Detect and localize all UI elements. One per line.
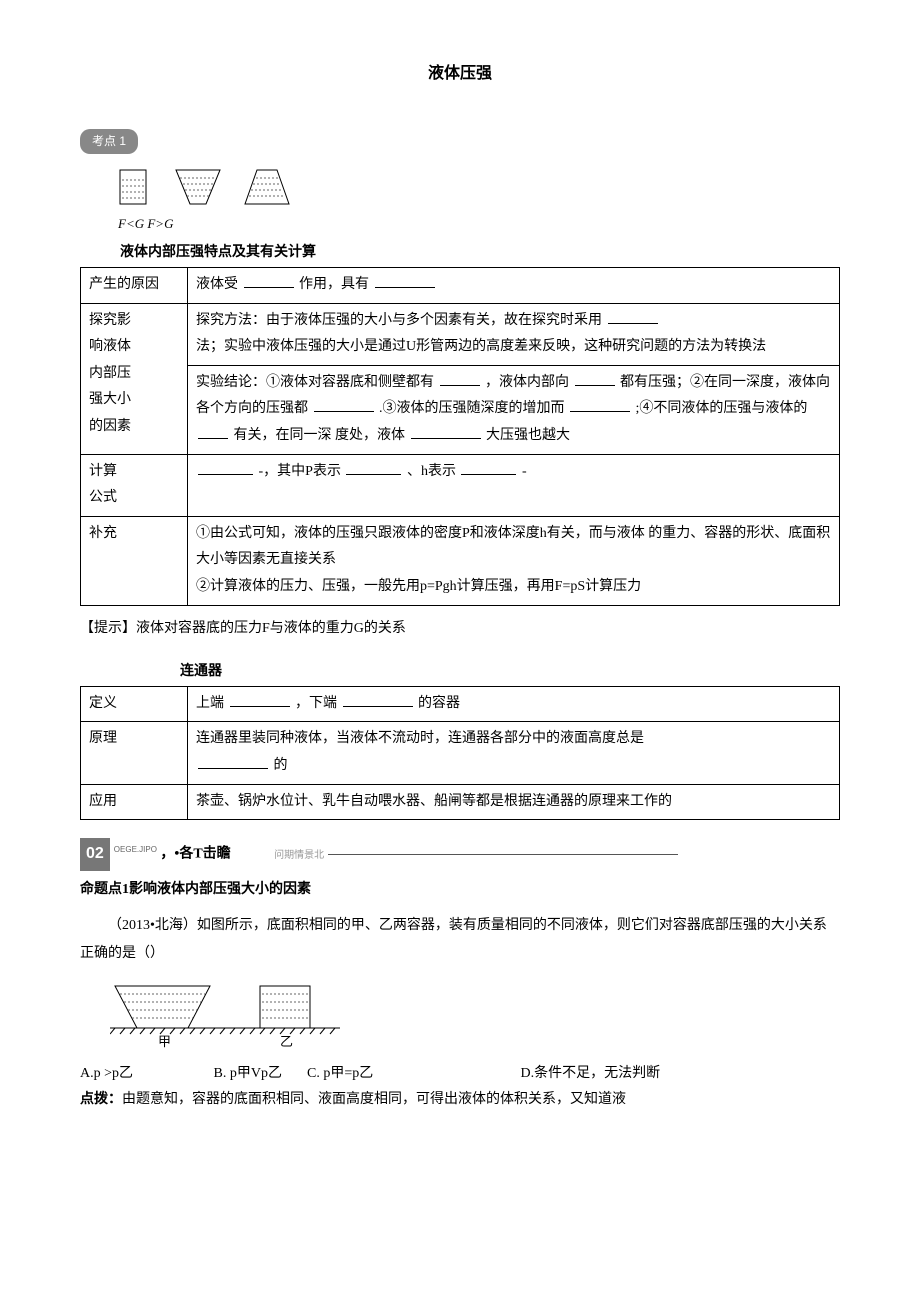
text: 的 bbox=[274, 758, 288, 773]
choices: A.p >p乙 B. p甲Vp乙 C. p甲=p乙 D.条件不足，无法判断 bbox=[80, 1061, 840, 1086]
text: 上端 bbox=[196, 696, 224, 711]
example-diagrams: 甲 乙 bbox=[110, 978, 840, 1057]
blank bbox=[198, 424, 228, 439]
table-connected-vessels: 定义 上端 ，下端 的容器 原理 连通器里装同种液体，当液体不流动时，连通器各部… bbox=[80, 686, 840, 820]
blank bbox=[198, 460, 253, 475]
explain-label: 点拨： bbox=[80, 1092, 122, 1107]
label-jia: 甲 bbox=[158, 1034, 171, 1048]
line-icon bbox=[328, 854, 678, 855]
cup-diagrams bbox=[110, 164, 840, 208]
blank bbox=[343, 692, 413, 707]
text: 公式 bbox=[89, 490, 117, 505]
cell-content: 液体受 作用，具有 bbox=[188, 267, 840, 303]
hint: 【提示】液体对容器底的压力F与液体的重力G的关系 bbox=[80, 616, 840, 641]
cell-content: 连通器里装同种液体，当液体不流动时，连通器各部分中的液面高度总是 的 bbox=[188, 722, 840, 784]
choice-d: D.条件不足，无法判断 bbox=[521, 1061, 741, 1086]
text: 实验结论：①液体对容器底和侧壁都有 bbox=[196, 375, 434, 390]
cell-content: 探究方法：由于液体压强的大小与多个因素有关，故在探究时釆用 法；实验中液体压强的… bbox=[188, 303, 840, 365]
cell-label: 应用 bbox=[81, 784, 188, 820]
table-row: 定义 上端 ，下端 的容器 bbox=[81, 686, 840, 722]
cell-content: 茶壶、锅炉水位计、乳牛自动喂水器、船闸等都是根据连通器的原理来工作的 bbox=[188, 784, 840, 820]
text: 的容器 bbox=[418, 696, 460, 711]
blank bbox=[608, 309, 658, 324]
topic-badge: 考点 1 bbox=[80, 129, 138, 155]
text: 探究方法：由于液体压强的大小与多个因素有关，故在探究时釆用 bbox=[196, 313, 602, 328]
cup-caption: F<G F>G bbox=[118, 212, 840, 235]
text: ，下端 bbox=[295, 696, 337, 711]
ocr-sup: OEGE.JIPO bbox=[114, 845, 157, 854]
blank bbox=[244, 273, 294, 288]
hint-label: 【提示】 bbox=[80, 621, 136, 636]
text: 、h表示 bbox=[407, 464, 456, 479]
blank bbox=[375, 273, 435, 288]
page-title: 液体压强 bbox=[80, 60, 840, 89]
label-yi: 乙 bbox=[280, 1034, 293, 1048]
cell-label: 产生的原因 bbox=[81, 267, 188, 303]
section2-title: 连通器 bbox=[180, 659, 840, 684]
text: .③液体的压强随深度的增加而 bbox=[379, 401, 565, 416]
hint-text: 液体对容器底的压力F与液体的重力G的关系 bbox=[136, 621, 406, 636]
text: 强大小 bbox=[89, 392, 131, 407]
text: ，液体内部向 bbox=[485, 375, 569, 390]
text: 内部压 bbox=[89, 366, 131, 381]
blank bbox=[198, 754, 268, 769]
text: 作用，具有 bbox=[299, 277, 369, 292]
text: 有关，在同一深 度处，液体 bbox=[234, 428, 406, 443]
text: -，其中P表示 bbox=[259, 464, 341, 479]
cell-label: 计算 公式 bbox=[81, 454, 188, 516]
cell-content: ①由公式可知，液体的压强只跟液体的密度P和液体深度h有关，而与液体 的重力、容器… bbox=[188, 516, 840, 605]
explanation: 点拨：由题意知，容器的底面积相同、液面高度相同，可得出液体的体积关系，又知道液 bbox=[80, 1087, 840, 1112]
choice-a: A.p >p乙 bbox=[80, 1061, 210, 1086]
section-02-header: 02 OEGE.JIPO ，•各T击瞻 问期情景北 bbox=[80, 838, 840, 871]
table-row: 原理 连通器里装同种液体，当液体不流动时，连通器各部分中的液面高度总是 的 bbox=[81, 722, 840, 784]
blank bbox=[314, 397, 374, 412]
table-row: 应用 茶壶、锅炉水位计、乳牛自动喂水器、船闸等都是根据连通器的原理来工作的 bbox=[81, 784, 840, 820]
table-row: 实验结论：①液体对容器底和侧壁都有 ，液体内部向 都有压强；②在同一深度，液体向… bbox=[81, 365, 840, 454]
table-row: 产生的原因 液体受 作用，具有 bbox=[81, 267, 840, 303]
table-row: 探究影 响液体 内部压 强大小 的因素 探究方法：由于液体压强的大小与多个因素有… bbox=[81, 303, 840, 365]
table-liquid-pressure: 产生的原因 液体受 作用，具有 探究影 响液体 内部压 强大小 的因素 探究方法… bbox=[80, 267, 840, 606]
section-num-02: 02 bbox=[80, 838, 110, 871]
text: 连通器里装同种液体，当液体不流动时，连通器各部分中的液面高度总是 bbox=[196, 731, 644, 746]
blank bbox=[411, 424, 481, 439]
blank bbox=[461, 460, 516, 475]
example-text: （2013•北海）如图所示，底面积相同的甲、乙两容器，装有质量相同的不同液体，则… bbox=[80, 912, 840, 968]
cup-narrow-top-icon bbox=[239, 164, 295, 208]
section-02-text: ，•各T击瞻 bbox=[160, 847, 230, 862]
cell-content: 实验结论：①液体对容器底和侧壁都有 ，液体内部向 都有压强；②在同一深度，液体向… bbox=[188, 365, 840, 454]
text: 探究影 bbox=[89, 313, 131, 328]
blank bbox=[230, 692, 290, 707]
text: - bbox=[522, 464, 527, 479]
blank bbox=[575, 371, 615, 386]
cell-content: -，其中P表示 、h表示 - bbox=[188, 454, 840, 516]
text: 计算 bbox=[89, 464, 117, 479]
cell-content: 上端 ，下端 的容器 bbox=[188, 686, 840, 722]
table-row: 补充 ①由公式可知，液体的压强只跟液体的密度P和液体深度h有关，而与液体 的重力… bbox=[81, 516, 840, 605]
text: 液体受 bbox=[196, 277, 238, 292]
text: 响液体 bbox=[89, 339, 131, 354]
choice-b: B. p甲Vp乙 bbox=[214, 1061, 304, 1086]
cell-label: 探究影 响液体 内部压 强大小 的因素 bbox=[81, 303, 188, 454]
cell-label: 补充 bbox=[81, 516, 188, 605]
text: 法；实验中液体压强的大小是通过U形管两边的高度差来反映，这种研究问题的方法为转换… bbox=[196, 339, 766, 354]
topic-1-title: 命题点1影响液体内部压强大小的因素 bbox=[80, 877, 840, 902]
cup-wide-top-icon bbox=[170, 164, 226, 208]
section-02-sm: 问期情景北 bbox=[274, 850, 324, 861]
blank bbox=[570, 397, 630, 412]
cell-label: 原理 bbox=[81, 722, 188, 784]
table-row: 计算 公式 -，其中P表示 、h表示 - bbox=[81, 454, 840, 516]
choice-c: C. p甲=p乙 bbox=[307, 1061, 397, 1086]
section1-title: 液体内部压强特点及其有关计算 bbox=[120, 240, 840, 265]
text: 大压强也越大 bbox=[486, 428, 570, 443]
explain-text: 由题意知，容器的底面积相同、液面高度相同，可得出液体的体积关系，又知道液 bbox=[122, 1092, 626, 1107]
cell-label: 定义 bbox=[81, 686, 188, 722]
blank bbox=[440, 371, 480, 386]
text: 的因素 bbox=[89, 419, 131, 434]
blank bbox=[346, 460, 401, 475]
text: ;④不同液体的压强与液体的 bbox=[636, 401, 808, 416]
cup-straight-icon bbox=[110, 164, 156, 208]
